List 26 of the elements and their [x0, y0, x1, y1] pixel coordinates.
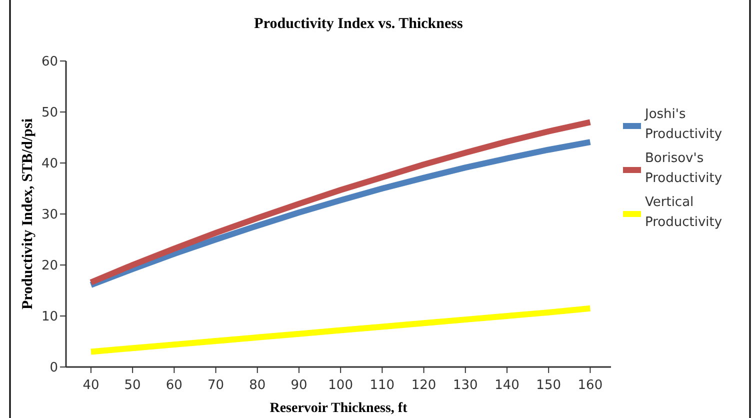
- legend-label: Vertical Productivity: [645, 195, 722, 230]
- x-tick-label: 120: [411, 378, 436, 393]
- legend-label: Joshi's Productivity: [644, 107, 722, 142]
- x-tick-label: 150: [536, 378, 562, 393]
- x-tick-label: 140: [494, 378, 520, 393]
- y-tick-label: 30: [41, 208, 58, 223]
- y-tick-label: 40: [41, 156, 58, 172]
- x-tick-label: 50: [124, 378, 141, 393]
- y-axis-title: Productivity Index, STB/d/psi: [20, 118, 36, 310]
- y-tick-label: 0: [50, 360, 58, 376]
- x-tick-label: 130: [452, 378, 478, 393]
- x-axis-title: Reservoir Thickness, ft: [270, 401, 408, 416]
- y-tick-label: 50: [41, 106, 58, 121]
- x-tick-label: 40: [82, 378, 100, 393]
- chart-title: Productivity Index vs. Thickness: [254, 16, 463, 32]
- x-tick-label: 80: [249, 378, 266, 393]
- x-tick-label: 110: [370, 378, 395, 393]
- x-tick-label: 60: [166, 378, 182, 393]
- x-tick-label: 70: [208, 378, 224, 393]
- x-tick-label: 160: [578, 378, 603, 393]
- y-tick-label: 20: [41, 258, 58, 274]
- x-tick-label: 90: [290, 378, 308, 393]
- y-tick-label: 60: [41, 54, 58, 70]
- x-tick-label: 100: [328, 378, 353, 393]
- y-tick-label: 10: [41, 310, 58, 325]
- legend-label: Borisov's Productivity: [645, 151, 722, 186]
